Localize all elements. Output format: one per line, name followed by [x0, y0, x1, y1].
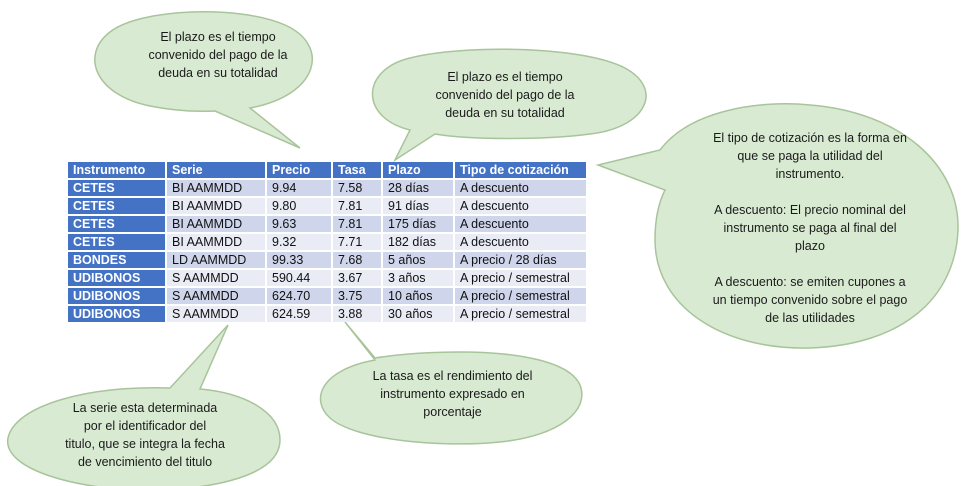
cell-instrumento: UDIBONOS: [68, 304, 167, 322]
cell-serie: BI AAMMDD: [166, 178, 267, 197]
cell-serie: BI AAMMDD: [166, 232, 267, 251]
cell-serie: S AAMMDD: [166, 304, 267, 322]
header-tasa: Tasa: [332, 162, 383, 179]
cell-serie: S AAMMDD: [166, 268, 267, 287]
cell-tasa: 7.68: [332, 250, 383, 269]
callout-tasa-text: La tasa es el rendimiento del instrument…: [372, 369, 533, 419]
cell-precio: 9.94: [266, 178, 333, 197]
header-plazo: Plazo: [382, 162, 455, 179]
cell-instrumento: CETES: [68, 178, 167, 197]
cell-tasa: 7.81: [332, 214, 383, 233]
callout-plazo-top-shape: [94, 11, 313, 149]
cell-tipo: A precio / semestral: [454, 304, 588, 322]
cell-tipo: A descuento: [454, 214, 588, 233]
cell-tipo: A descuento: [454, 196, 588, 215]
cell-instrumento: BONDES: [68, 250, 167, 269]
callout-plazo-top: El plazo es el tiempo convenido del pago…: [118, 24, 318, 86]
callout-cotizacion: El tipo de cotización es la forma en que…: [670, 128, 950, 328]
callout-plazo-mid-text: El plazo es el tiempo convenido del pago…: [435, 70, 575, 120]
cell-tasa: 7.71: [332, 232, 383, 251]
table-row: UDIBONOS S AAMMDD 590.44 3.67 3 años A p…: [68, 268, 588, 287]
cell-instrumento: CETES: [68, 214, 167, 233]
cell-serie: LD AAMMDD: [166, 250, 267, 269]
callout-serie-text: La serie esta determinada por el identif…: [65, 401, 225, 469]
cell-tasa: 3.88: [332, 304, 383, 322]
cell-tipo: A descuento: [454, 232, 588, 251]
header-instrumento: Instrumento: [68, 162, 167, 179]
cell-serie: BI AAMMDD: [166, 196, 267, 215]
cell-precio: 9.32: [266, 232, 333, 251]
cell-tipo: A descuento: [454, 178, 588, 197]
callout-cotizacion-shape: [595, 103, 959, 349]
table-row: CETES BI AAMMDD 9.32 7.71 182 días A des…: [68, 232, 588, 251]
header-tipo-cotizacion: Tipo de cotización: [454, 162, 588, 179]
cell-precio: 624.70: [266, 286, 333, 305]
callout-tasa-shape: [319, 321, 583, 445]
table-row: UDIBONOS S AAMMDD 624.70 3.75 10 años A …: [68, 286, 588, 305]
cell-plazo: 182 días: [382, 232, 455, 251]
cell-instrumento: UDIBONOS: [68, 268, 167, 287]
table-row: CETES BI AAMMDD 9.94 7.58 28 días A desc…: [68, 178, 588, 197]
cell-tipo: A precio / semestral: [454, 286, 588, 305]
cell-serie: S AAMMDD: [166, 286, 267, 305]
cell-plazo: 3 años: [382, 268, 455, 287]
callout-tasa: La tasa es el rendimiento del instrument…: [345, 366, 560, 422]
table-row: CETES BI AAMMDD 9.63 7.81 175 días A des…: [68, 214, 588, 233]
instruments-table: Instrumento Serie Precio Tasa Plazo Tipo…: [68, 162, 588, 322]
table-row: BONDES LD AAMMDD 99.33 7.68 5 años A pre…: [68, 250, 588, 269]
cell-plazo: 5 años: [382, 250, 455, 269]
cell-instrumento: CETES: [68, 232, 167, 251]
callout-serie-shape: [7, 324, 281, 486]
cell-tasa: 7.81: [332, 196, 383, 215]
cell-plazo: 175 días: [382, 214, 455, 233]
cell-plazo: 30 años: [382, 304, 455, 322]
table-row: UDIBONOS S AAMMDD 624.59 3.88 30 años A …: [68, 304, 588, 322]
cell-instrumento: CETES: [68, 196, 167, 215]
callout-plazo-mid-shape: [371, 48, 647, 163]
callout-serie: La serie esta determinada por el identif…: [40, 398, 250, 472]
cell-precio: 9.80: [266, 196, 333, 215]
cell-tasa: 7.58: [332, 178, 383, 197]
cell-plazo: 10 años: [382, 286, 455, 305]
cell-tipo: A precio / semestral: [454, 268, 588, 287]
cell-serie: BI AAMMDD: [166, 214, 267, 233]
cell-precio: 624.59: [266, 304, 333, 322]
header-precio: Precio: [266, 162, 333, 179]
cell-plazo: 28 días: [382, 178, 455, 197]
callout-plazo-mid: El plazo es el tiempo convenido del pago…: [395, 66, 615, 124]
cell-instrumento: UDIBONOS: [68, 286, 167, 305]
cell-tipo: A precio / 28 días: [454, 250, 588, 269]
table-row: CETES BI AAMMDD 9.80 7.81 91 días A desc…: [68, 196, 588, 215]
cell-precio: 9.63: [266, 214, 333, 233]
cell-plazo: 91 días: [382, 196, 455, 215]
header-serie: Serie: [166, 162, 267, 179]
callout-plazo-top-text: El plazo es el tiempo convenido del pago…: [148, 30, 288, 80]
table-header-row: Instrumento Serie Precio Tasa Plazo Tipo…: [68, 162, 588, 179]
callout-cotizacion-text: El tipo de cotización es la forma en que…: [712, 131, 908, 325]
cell-tasa: 3.75: [332, 286, 383, 305]
cell-precio: 99.33: [266, 250, 333, 269]
cell-precio: 590.44: [266, 268, 333, 287]
cell-tasa: 3.67: [332, 268, 383, 287]
